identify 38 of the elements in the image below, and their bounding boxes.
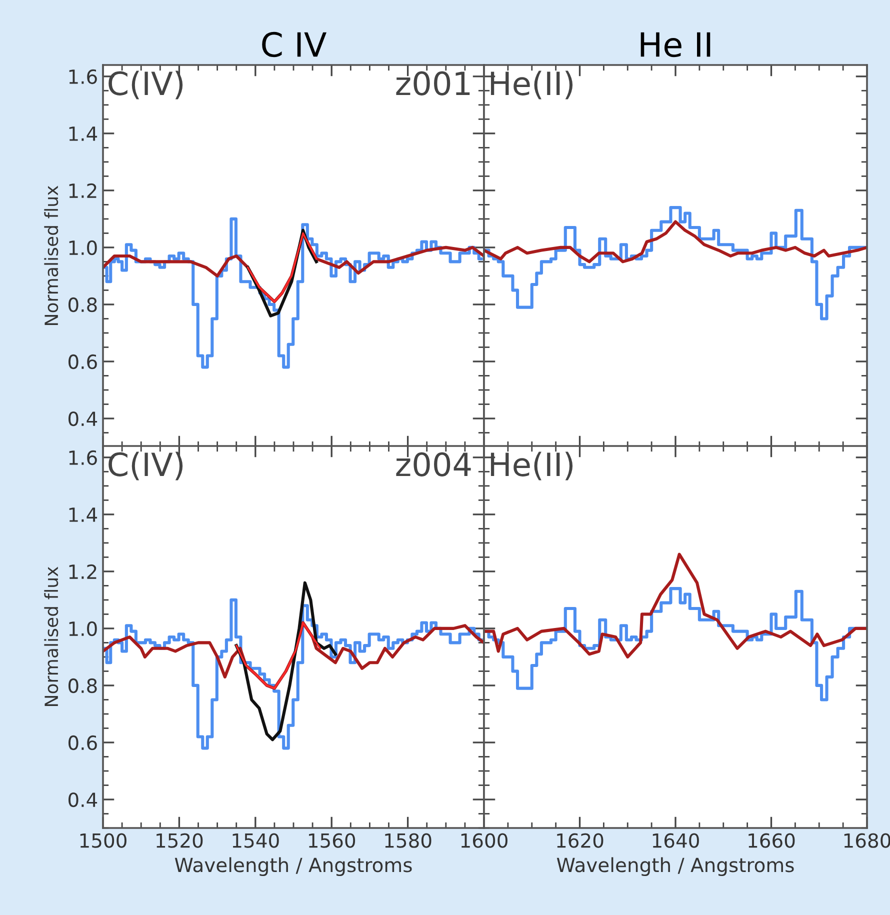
x-tick-label: 1560: [308, 833, 356, 848]
y-tick-label: 1.4: [69, 126, 98, 141]
annotation: He(II): [490, 452, 573, 480]
y-tick-label: 1.6: [69, 450, 97, 466]
x-tick-label: 1680: [844, 833, 890, 848]
y-tick-label: 1.2: [69, 564, 96, 579]
y-tick-label: 1.6: [69, 69, 97, 84]
y-tick-label: 0.8: [68, 678, 97, 694]
x-axis-title: Wavelength / Angstroms: [556, 857, 794, 876]
y-tick-label: 0.4: [68, 792, 98, 808]
y-tick-label: 0.6: [68, 354, 97, 370]
x-tick-label: 1500: [80, 833, 126, 848]
annotation: He(II): [490, 70, 573, 100]
x-tick-label: 1600: [461, 833, 508, 848]
y-tick-label: 0.4: [68, 411, 98, 426]
y-tick-label: 0.6: [68, 735, 97, 750]
annotation: z004: [396, 452, 471, 476]
y-axis-title: Normalised flux: [44, 566, 58, 706]
y-axis-title: Normalised flux: [44, 186, 58, 326]
chart-title: C IV: [262, 32, 326, 58]
line-series: [235, 622, 322, 690]
x-tick-label: 1540: [232, 833, 279, 848]
y-tick-label: 1.2: [69, 183, 96, 198]
chart-title: He II: [640, 32, 710, 58]
y-tick-label: 1.0: [69, 621, 97, 636]
y-tick-label: 1.0: [69, 240, 97, 256]
x-tick-label: 1520: [156, 833, 203, 848]
y-tick-label: 0.8: [68, 297, 97, 312]
y-tick-label: 1.4: [69, 508, 98, 522]
x-tick-label: 1580: [385, 833, 432, 848]
annotation: z001: [396, 71, 470, 96]
x-tick-label: 1620: [557, 833, 604, 848]
x-axis-title: Wavelength / Angstroms: [174, 857, 412, 876]
annotation: C(IV): [108, 452, 183, 480]
line-series: [246, 232, 318, 303]
x-tick-label: 1660: [748, 833, 795, 848]
annotation: C(IV): [108, 70, 183, 100]
x-tick-label: 1640: [652, 833, 699, 848]
